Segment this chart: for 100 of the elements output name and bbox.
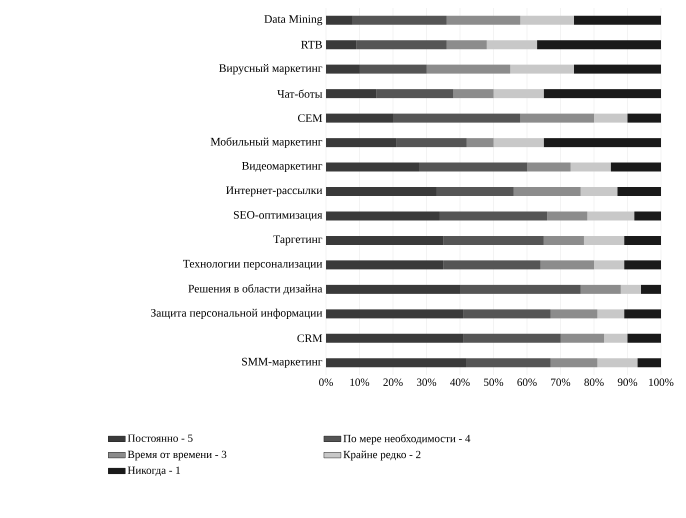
bar [446,16,520,25]
bar [624,260,662,270]
y-tick-label: Защита персональной информации [151,308,322,320]
bar [520,16,574,25]
bar [587,211,634,220]
bar [326,162,420,172]
bar [547,211,588,220]
bar [628,334,662,343]
bar [628,114,662,123]
y-tick-label: CRM [297,334,322,342]
y-tick-label: Чат-боты [277,89,322,98]
bar [360,64,426,74]
bar [326,260,444,270]
bar [580,187,618,196]
legend-label: Постоянно - 5 [128,434,193,442]
bar [420,162,528,172]
bar [436,187,514,196]
bar [393,114,520,123]
bar [634,211,662,220]
bar [527,162,571,172]
bar [550,309,598,318]
bar [584,236,624,245]
x-tick-label: 70% [551,378,570,386]
bar [570,162,611,172]
y-tick-label: CEM [298,114,322,122]
bar [594,260,624,270]
x-tick-label: 20% [383,378,403,386]
bar [446,40,487,50]
bar [466,358,550,368]
x-tick-label: 100% [649,378,674,386]
bar [514,187,581,196]
y-tick-label: SEO-оптимизация [234,211,322,221]
legend-label: По мере необходимости - 4 [343,434,470,444]
bar [597,309,624,318]
bar [494,89,544,98]
bar [604,334,628,343]
y-tick-label: Видеомаркетинг [242,162,322,172]
y-tick-label: Data Mining [264,15,322,26]
y-tick-label: Мобильный маркетинг [210,137,322,148]
bar [610,162,662,172]
bar [426,64,510,74]
bar [396,138,467,148]
y-tick-label: Технологии персонализации [183,260,322,270]
x-tick-label: 80% [584,378,604,386]
bar [624,236,662,245]
bar [520,114,594,123]
bar [326,16,353,25]
bar [326,187,437,196]
bar [443,236,544,245]
x-tick-label: 60% [517,378,537,386]
bar [326,40,356,50]
bar [326,64,360,74]
legend-label: Крайне редко - 2 [343,450,420,460]
bar [574,16,662,25]
bar [617,187,662,196]
x-tick-label: 10% [350,378,370,386]
bar [376,89,454,98]
y-tick-label: Вирусный маркетинг [219,64,322,74]
bar [537,40,662,50]
bar [463,334,561,343]
legend-label: Время от времени - 3 [128,450,226,460]
x-tick-label: 40% [450,378,470,386]
bar [638,358,662,368]
x-tick-label: 50% [484,378,504,386]
bar [597,358,638,368]
x-tick-label: 90% [618,378,638,386]
bar [440,211,548,220]
bar [356,40,447,50]
bar [326,309,464,318]
y-tick-label: SMM-маркетинг [242,358,322,368]
bar [510,64,574,74]
bar [560,334,604,343]
bar [326,138,396,148]
bar [544,236,584,245]
bar [620,284,641,294]
bar [463,309,550,318]
x-tick-label: 30% [416,378,436,386]
x-tick-label: 0% [319,378,333,386]
y-tick-label: RTB [301,40,322,48]
bar [326,236,444,245]
bar [466,138,494,148]
y-tick-label: Таргетинг [273,235,322,246]
y-tick-label: Интернет-рассылки [226,186,322,196]
bar [624,309,662,318]
bar [460,284,581,294]
bar [594,114,628,123]
bar [574,64,662,74]
bar [326,334,464,343]
bar [326,211,440,220]
bar [544,138,662,148]
bar [352,16,447,25]
bar [540,260,594,270]
bar [544,89,662,98]
bar [580,284,621,294]
bar [550,358,598,368]
bar [640,284,662,294]
y-tick-label: Решения в области дизайна [188,284,322,295]
bar [453,89,494,98]
bar [486,40,538,50]
legend-label: Никогда - 1 [128,466,180,476]
